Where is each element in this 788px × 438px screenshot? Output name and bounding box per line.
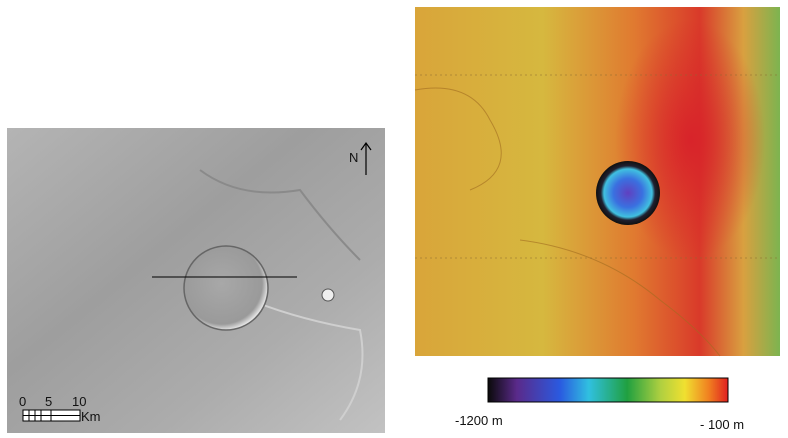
colorbar-max-label: - 100 m [700,417,744,432]
relief-map: N 0 5 10 Km [7,128,385,433]
scale-label: 10 [72,394,86,409]
scale-unit: Km [81,409,101,424]
figure: N 0 5 10 Km -1200 m - 100 m [0,0,788,438]
scale-label: 0 [19,394,26,409]
small-crater [322,289,334,301]
north-label: N [349,150,358,165]
high-zone [615,20,765,260]
crater [184,246,268,330]
colorbar-min-label: -1200 m [455,413,503,428]
scale-label: 5 [45,394,52,409]
colorbar [488,378,728,402]
elevation-map [415,7,780,356]
crater [596,161,660,225]
